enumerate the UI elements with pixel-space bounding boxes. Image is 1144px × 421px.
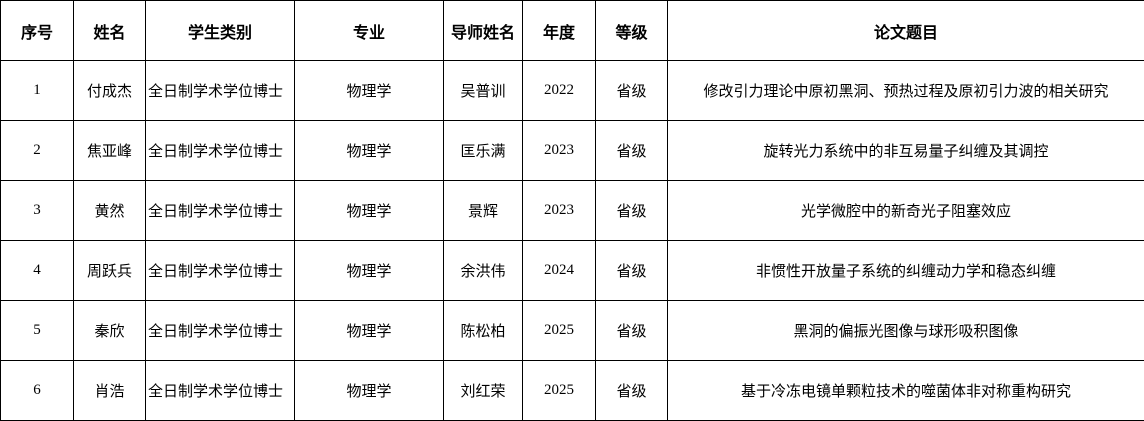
cell-no: 1 — [0, 60, 74, 121]
cell-year: 2022 — [522, 60, 596, 121]
header-no: 序号 — [0, 0, 74, 61]
cell-category: 全日制学术学位博士 — [145, 120, 295, 181]
cell-level: 省级 — [595, 300, 668, 361]
cell-title: 光学微腔中的新奇光子阻塞效应 — [667, 180, 1144, 241]
cell-name: 肖浩 — [73, 360, 146, 421]
cell-no: 2 — [0, 120, 74, 181]
table-row: 4 周跃兵 全日制学术学位博士 物理学 余洪伟 2024 省级 非惯性开放量子系统的纠缠动力学… — [0, 240, 1144, 301]
cell-no: 3 — [0, 180, 74, 241]
header-major: 专业 — [294, 0, 444, 61]
cell-no: 5 — [0, 300, 74, 361]
cell-year: 2023 — [522, 180, 596, 241]
header-title: 论文题目 — [667, 0, 1144, 61]
cell-title: 旋转光力系统中的非互易量子纠缠及其调控 — [667, 120, 1144, 181]
cell-category: 全日制学术学位博士 — [145, 60, 295, 121]
cell-no: 4 — [0, 240, 74, 301]
header-name: 姓名 — [73, 0, 146, 61]
cell-year: 2023 — [522, 120, 596, 181]
cell-major: 物理学 — [294, 360, 444, 421]
cell-category: 全日制学术学位博士 — [145, 300, 295, 361]
cell-level: 省级 — [595, 60, 668, 121]
cell-no: 6 — [0, 360, 74, 421]
cell-year: 2025 — [522, 360, 596, 421]
cell-major: 物理学 — [294, 180, 444, 241]
cell-name: 付成杰 — [73, 60, 146, 121]
cell-name: 秦欣 — [73, 300, 146, 361]
cell-advisor: 景辉 — [443, 180, 523, 241]
cell-advisor: 刘红荣 — [443, 360, 523, 421]
cell-level: 省级 — [595, 360, 668, 421]
cell-advisor: 匡乐满 — [443, 120, 523, 181]
cell-name: 焦亚峰 — [73, 120, 146, 181]
table-row: 6 肖浩 全日制学术学位博士 物理学 刘红荣 2025 省级 基于冷冻电镜单颗粒技术的噬菌体非… — [0, 360, 1144, 421]
cell-major: 物理学 — [294, 120, 444, 181]
table-row: 3 黄然 全日制学术学位博士 物理学 景辉 2023 省级 光学微腔中的新奇光子阻塞效应 — [0, 180, 1144, 241]
cell-category: 全日制学术学位博士 — [145, 180, 295, 241]
header-advisor: 导师姓名 — [443, 0, 523, 61]
header-row: 序号 姓名 学生类别 专业 导师姓名 年度 等级 论文题目 — [0, 0, 1144, 61]
cell-name: 周跃兵 — [73, 240, 146, 301]
cell-year: 2025 — [522, 300, 596, 361]
header-year: 年度 — [522, 0, 596, 61]
cell-year: 2024 — [522, 240, 596, 301]
cell-advisor: 余洪伟 — [443, 240, 523, 301]
cell-name: 黄然 — [73, 180, 146, 241]
cell-major: 物理学 — [294, 60, 444, 121]
cell-advisor: 吴普训 — [443, 60, 523, 121]
cell-level: 省级 — [595, 180, 668, 241]
cell-level: 省级 — [595, 120, 668, 181]
cell-level: 省级 — [595, 240, 668, 301]
table-row: 2 焦亚峰 全日制学术学位博士 物理学 匡乐满 2023 省级 旋转光力系统中的非互易量子纠缠… — [0, 120, 1144, 181]
table-row: 5 秦欣 全日制学术学位博士 物理学 陈松柏 2025 省级 黑洞的偏振光图像与球形吸积图像 — [0, 300, 1144, 361]
cell-title: 非惯性开放量子系统的纠缠动力学和稳态纠缠 — [667, 240, 1144, 301]
header-level: 等级 — [595, 0, 668, 61]
cell-category: 全日制学术学位博士 — [145, 240, 295, 301]
cell-major: 物理学 — [294, 240, 444, 301]
cell-title: 修改引力理论中原初黑洞、预热过程及原初引力波的相关研究 — [667, 60, 1144, 121]
cell-major: 物理学 — [294, 300, 444, 361]
header-category: 学生类别 — [145, 0, 295, 61]
cell-category: 全日制学术学位博士 — [145, 360, 295, 421]
cell-title: 黑洞的偏振光图像与球形吸积图像 — [667, 300, 1144, 361]
table-row: 1 付成杰 全日制学术学位博士 物理学 吴普训 2022 省级 修改引力理论中原初黑洞、预热过… — [0, 60, 1144, 121]
cell-advisor: 陈松柏 — [443, 300, 523, 361]
cell-title: 基于冷冻电镜单颗粒技术的噬菌体非对称重构研究 — [667, 360, 1144, 421]
